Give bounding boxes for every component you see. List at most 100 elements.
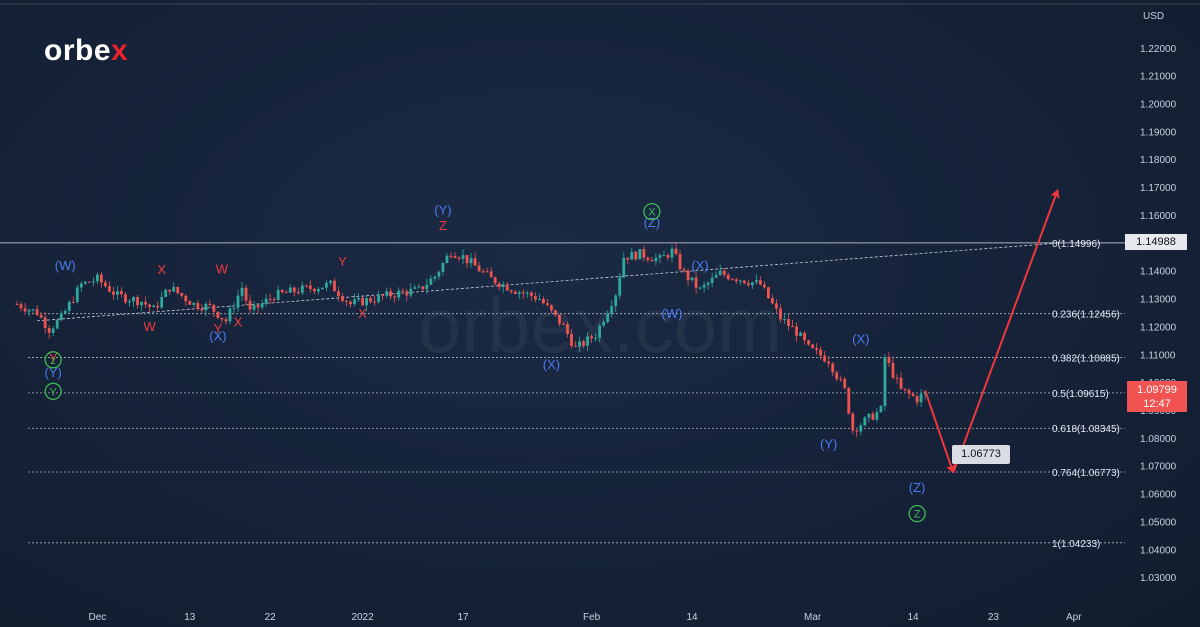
candle-body: [730, 279, 734, 281]
candle-body: [859, 425, 863, 432]
candle-body: [79, 283, 83, 288]
wave-circle: [44, 351, 62, 369]
price-tick-label: 1.07000: [1140, 462, 1177, 473]
price-tick-label: 1.06000: [1140, 490, 1177, 501]
price-tick-label: 1.13000: [1140, 295, 1177, 306]
candle-body: [67, 302, 71, 311]
candle-body: [333, 280, 336, 292]
time-tick-label: 2022: [351, 612, 374, 623]
candle-body: [240, 287, 244, 296]
candle-body: [337, 291, 340, 297]
wave-label: (Y): [820, 436, 837, 451]
circled-wave-label: Z: [914, 509, 921, 521]
candle-body: [767, 287, 770, 299]
candle-body: [385, 291, 389, 296]
candle-body: [23, 308, 27, 312]
candle-body: [670, 248, 674, 258]
wave-label: W: [216, 261, 229, 276]
candle-body: [682, 269, 686, 271]
candle-body: [216, 311, 220, 318]
candle-body: [489, 271, 493, 278]
candle-body: [602, 322, 606, 326]
candle-body: [47, 327, 51, 333]
candle-body: [550, 305, 553, 311]
projection-arrow-down: [924, 390, 956, 474]
candle-body: [316, 289, 320, 292]
candle-body: [698, 287, 702, 289]
candle-body: [27, 309, 31, 312]
trend-line: [37, 242, 1062, 322]
candle-body: [915, 396, 919, 403]
candle-body: [236, 295, 240, 308]
candle-body: [31, 309, 35, 311]
candle-body: [497, 283, 501, 288]
candle-body: [304, 285, 308, 287]
wave-circle: [643, 202, 661, 221]
candle-body: [771, 298, 774, 304]
time-tick-label: Feb: [583, 612, 601, 623]
circled-wave-label: Y: [50, 386, 58, 398]
candle-body: [252, 304, 256, 310]
candle-body: [381, 294, 385, 296]
price-tick-label: 1.21000: [1140, 72, 1177, 83]
candle-body: [345, 300, 348, 302]
fib-level-label: 0.382(1.10885): [1052, 353, 1120, 364]
candle-body: [891, 362, 895, 378]
price-tick-label: 1.18000: [1140, 155, 1177, 166]
price-tick-label: 1.05000: [1140, 517, 1177, 528]
candle-body: [666, 255, 670, 258]
candle-body: [525, 292, 529, 294]
candle-body: [449, 255, 453, 257]
candle-body: [835, 372, 839, 379]
candle-body: [83, 281, 87, 284]
candle-body: [417, 286, 421, 288]
candle-body: [63, 310, 67, 314]
currency-label: USD: [1143, 11, 1165, 22]
candle-body: [168, 289, 172, 292]
price-tick-label: 1.22000: [1140, 44, 1177, 55]
candle-body: [847, 387, 851, 414]
candle-body: [590, 336, 594, 339]
candle-body: [284, 292, 288, 294]
candle-body: [180, 293, 184, 296]
candle-body: [887, 356, 891, 363]
candle-body: [164, 289, 168, 297]
candle-body: [509, 290, 513, 292]
candle-body: [469, 258, 473, 264]
candle-body: [706, 282, 710, 285]
candle-body: [746, 283, 750, 286]
fib-level-label: 0.236(1.12456): [1052, 310, 1120, 321]
candle-body: [329, 280, 332, 283]
time-tick-label: 23: [988, 612, 1000, 623]
price-tick-label: 1.14000: [1140, 267, 1177, 278]
candle-body: [513, 291, 517, 294]
candle-body: [112, 291, 115, 295]
candle-body: [678, 254, 682, 270]
candle-body: [280, 290, 284, 293]
wave-circle: [908, 504, 926, 523]
wave-label: Y: [214, 321, 223, 336]
candle-body: [204, 303, 208, 311]
candle-body: [184, 295, 188, 302]
candle-body: [787, 319, 790, 327]
time-tick-label: Mar: [804, 612, 822, 623]
price-tick-label: 1.03000: [1140, 573, 1177, 584]
current-price-value: 1.09799: [1137, 384, 1177, 396]
candle-body: [91, 281, 95, 283]
candle-body: [558, 314, 561, 324]
candle-body: [296, 292, 300, 294]
price-tick-label: 1.17000: [1140, 183, 1177, 194]
candle-body: [919, 394, 923, 403]
candle-body: [389, 291, 393, 297]
candle-body: [843, 378, 847, 388]
candle-body: [325, 282, 328, 288]
candle-body: [457, 257, 461, 259]
wave-label: (X): [691, 258, 708, 273]
candle-body: [144, 301, 147, 305]
wave-label: (X): [543, 357, 560, 372]
candle-body: [341, 296, 344, 301]
candle-body: [871, 413, 875, 420]
candle-body: [256, 304, 260, 308]
candle-body: [738, 280, 742, 282]
candle-body: [413, 287, 417, 289]
